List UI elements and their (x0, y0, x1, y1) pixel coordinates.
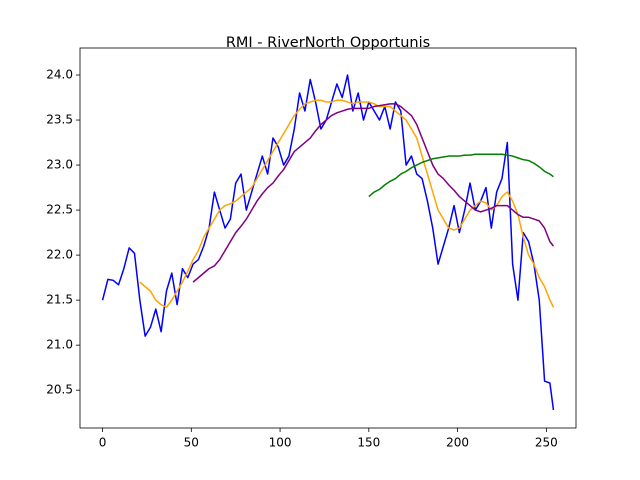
series-line (368, 153, 554, 198)
y-tick-label: 22.0 (46, 248, 73, 262)
y-tick-label: 21.5 (46, 293, 73, 307)
series-line (101, 74, 555, 411)
chart-title: RMI - RiverNorth Opportunis (226, 35, 430, 51)
x-tick-label: 200 (446, 436, 469, 450)
series-line (192, 103, 555, 283)
x-tick-label: 250 (535, 436, 558, 450)
x-tick-label: 50 (184, 436, 199, 450)
y-tick-label: 23.0 (46, 158, 73, 172)
x-tick-label: 0 (99, 436, 107, 450)
x-tick-label: 100 (269, 436, 292, 450)
y-tick-label: 20.5 (46, 383, 73, 397)
y-tick-label: 21.0 (46, 338, 73, 352)
y-tick-label: 23.5 (46, 113, 73, 127)
y-tick-label: 24.0 (46, 68, 73, 82)
series-line (139, 99, 555, 309)
x-tick-label: 150 (357, 436, 380, 450)
y-tick-label: 22.5 (46, 203, 73, 217)
plot-frame (79, 47, 577, 429)
